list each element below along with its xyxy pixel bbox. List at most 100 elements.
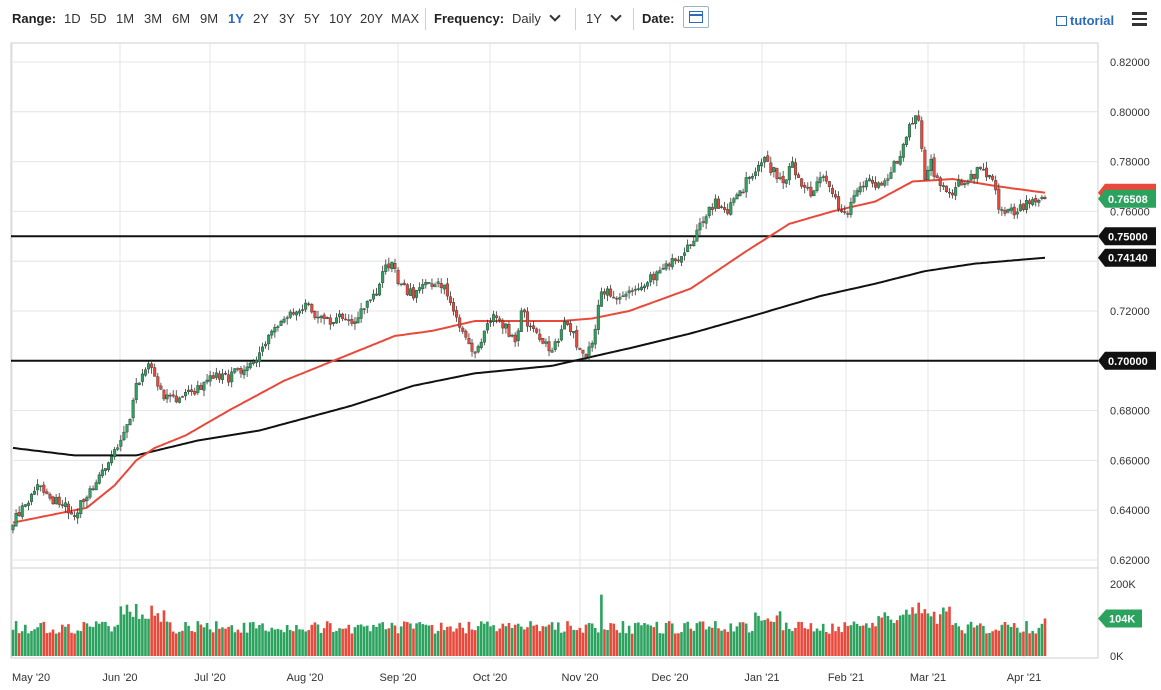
- candlestick: [516, 327, 520, 347]
- candle-body: [254, 360, 258, 363]
- range-3m-button[interactable]: 3M: [144, 11, 163, 26]
- candlestick: [812, 190, 816, 197]
- candle-body: [840, 210, 844, 213]
- candlestick: [458, 314, 462, 332]
- candlestick: [224, 370, 228, 376]
- range-10y-button[interactable]: 10Y: [329, 11, 353, 26]
- volume-bar: [270, 627, 274, 656]
- menu-icon[interactable]: [1132, 12, 1147, 26]
- range-max-button[interactable]: MAX: [391, 11, 420, 26]
- tutorial-link[interactable]: tutorial: [1056, 13, 1114, 28]
- range-5y-button[interactable]: 5Y: [304, 11, 320, 26]
- period-select[interactable]: 1Y: [586, 10, 622, 26]
- range-1y-button[interactable]: 1Y: [228, 11, 244, 26]
- volume-bar: [193, 632, 197, 656]
- candlestick: [387, 257, 391, 272]
- volume-bar: [513, 624, 517, 656]
- volume-bar: [707, 626, 711, 656]
- volume-bar: [849, 625, 853, 656]
- candlestick: [972, 173, 976, 184]
- candle-body: [701, 221, 705, 223]
- volume-bar: [464, 633, 468, 656]
- candlestick: [20, 502, 24, 520]
- candle-body: [769, 162, 773, 173]
- candlestick: [935, 172, 939, 179]
- candle-body: [522, 309, 526, 313]
- range-6m-button[interactable]: 6M: [172, 11, 191, 26]
- volume-bar: [744, 623, 748, 656]
- volume-bar: [224, 628, 227, 656]
- candle-body: [230, 371, 234, 383]
- candle-body: [787, 166, 791, 181]
- candle-body: [664, 263, 668, 270]
- range-1d-button[interactable]: 1D: [64, 11, 81, 26]
- candle-body: [815, 181, 819, 191]
- candlestick: [193, 387, 197, 396]
- volume-bar: [427, 625, 431, 656]
- candle-body: [276, 326, 280, 328]
- range-5d-button[interactable]: 5D: [90, 11, 107, 26]
- candle-body: [710, 207, 714, 210]
- volume-bar: [846, 625, 850, 656]
- candlestick: [615, 296, 619, 305]
- volume-bar: [680, 632, 683, 656]
- candle-body: [834, 194, 838, 198]
- volume-bar: [418, 622, 421, 656]
- volume-bar: [507, 623, 511, 656]
- candle-body: [852, 195, 856, 203]
- candlestick: [421, 278, 425, 294]
- volume-bar: [667, 621, 671, 656]
- volume-bar: [791, 631, 794, 656]
- candle-body: [649, 274, 653, 283]
- range-2y-button[interactable]: 2Y: [253, 11, 269, 26]
- candle-body: [797, 174, 801, 178]
- price-chart[interactable]: 0.62000 0.64000 0.66000 0.68000 0.70000 0.720…: [0, 38, 1161, 690]
- candlestick: [470, 338, 474, 357]
- candle-body: [988, 175, 992, 178]
- candlestick: [803, 182, 807, 194]
- candle-body: [602, 291, 606, 295]
- candle-body: [264, 343, 268, 347]
- candle-body: [347, 319, 351, 321]
- candle-body: [519, 310, 523, 332]
- candlestick: [473, 351, 477, 359]
- candle-body: [898, 156, 902, 165]
- candle-body: [344, 318, 348, 321]
- candle-body: [861, 185, 865, 188]
- volume-bar: [310, 624, 314, 656]
- candlestick: [122, 425, 126, 442]
- candlestick: [658, 266, 662, 274]
- candlestick: [405, 283, 409, 297]
- volume-bar: [609, 623, 612, 656]
- range-9m-button[interactable]: 9M: [200, 11, 219, 26]
- candle-body: [907, 124, 911, 138]
- price-tag: 0.74140: [1098, 248, 1156, 267]
- candlestick: [824, 170, 828, 184]
- price-tick-label: 0.76000: [1110, 206, 1150, 218]
- candle-body: [319, 316, 323, 319]
- candlestick: [716, 195, 720, 209]
- frequency-select[interactable]: Daily: [512, 10, 561, 26]
- range-3y-button[interactable]: 3Y: [279, 11, 295, 26]
- candlestick: [781, 170, 785, 190]
- volume-bar: [412, 628, 415, 656]
- price-tag-label: 0.74140: [1108, 253, 1148, 265]
- volume-bar: [159, 621, 163, 656]
- volume-bar: [556, 622, 560, 656]
- volume-tag-label: 104K: [1109, 613, 1135, 625]
- candlestick: [48, 492, 52, 501]
- candle-body: [775, 168, 779, 180]
- volume-tick-label: 0K: [1110, 651, 1124, 663]
- volume-bar: [489, 626, 492, 656]
- candle-body: [800, 178, 804, 187]
- candle-body: [390, 261, 394, 270]
- calendar-button[interactable]: [683, 6, 709, 28]
- range-20y-button[interactable]: 20Y: [360, 11, 384, 26]
- candle-body: [935, 175, 939, 179]
- range-1m-button[interactable]: 1M: [116, 11, 135, 26]
- candlestick: [57, 492, 61, 508]
- volume-bar: [889, 619, 893, 656]
- candlestick: [304, 299, 308, 313]
- candle-body: [864, 180, 868, 188]
- candle-body: [676, 259, 680, 262]
